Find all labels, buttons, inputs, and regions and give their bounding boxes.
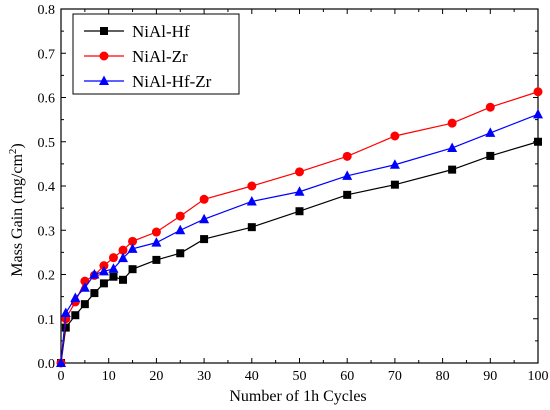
data-point-nial-hf-zr <box>108 263 119 273</box>
data-point-nial-zr <box>247 181 257 191</box>
x-tick-label: 80 <box>436 369 450 384</box>
data-point-nial-hf <box>61 323 70 332</box>
data-point-nial-zr <box>128 236 138 246</box>
data-point-nial-hf <box>343 190 352 199</box>
y-tick-label: 0.4 <box>38 180 56 195</box>
data-point-nial-hf <box>247 223 256 232</box>
data-point-nial-hf-zr <box>447 142 458 152</box>
data-point-nial-hf-zr <box>294 186 305 196</box>
data-point-nial-hf-zr <box>127 243 138 253</box>
y-tick-label: 0.1 <box>38 313 56 328</box>
legend-label: NiAl-Zr <box>132 47 188 66</box>
data-point-nial-zr <box>447 118 457 128</box>
data-point-nial-hf <box>295 207 304 216</box>
data-point-nial-hf-zr <box>89 269 100 279</box>
data-point-nial-hf-zr <box>98 265 109 276</box>
x-tick-label: 0 <box>58 369 65 384</box>
data-point-nial-hf-zr <box>175 224 186 235</box>
y-axis-label: Mass Gain (mg/cm2) <box>7 143 26 276</box>
x-tick-label: 90 <box>483 369 497 384</box>
data-point-nial-hf <box>90 289 99 298</box>
data-point-nial-hf-zr <box>79 282 90 292</box>
legend-item-nial-zr: NiAl-Zr <box>84 47 188 66</box>
data-point-nial-zr <box>485 102 495 112</box>
legend-item-nial-hf-zr: NiAl-Hf-Zr <box>84 72 212 91</box>
data-point-nial-zr <box>199 194 209 204</box>
data-point-nial-hf-zr <box>389 159 400 169</box>
x-tick-label: 10 <box>102 369 116 384</box>
data-point-nial-hf-zr <box>70 292 81 302</box>
data-point-nial-zr <box>533 87 543 97</box>
y-axis-label-sup: 2 <box>7 149 19 155</box>
legend-label: NiAl-Hf-Zr <box>132 72 212 91</box>
y-tick-label: 0.3 <box>38 224 56 239</box>
data-point-nial-hf-zr <box>151 237 162 247</box>
series-layer <box>56 87 543 368</box>
data-point-nial-hf <box>99 279 108 288</box>
series-line-nial-zr <box>60 91 539 364</box>
data-point-nial-hf <box>176 249 185 258</box>
x-tick-label: 70 <box>388 369 402 384</box>
data-point-nial-zr <box>151 227 161 237</box>
data-point-nial-hf <box>119 275 128 284</box>
x-tick-label: 60 <box>340 369 354 384</box>
data-point-nial-zr <box>118 245 128 255</box>
x-tick-label: 40 <box>245 369 259 384</box>
legend-marker <box>99 75 109 85</box>
data-point-nial-hf <box>390 180 399 189</box>
data-point-nial-zr <box>295 167 304 177</box>
data-point-nial-hf <box>80 300 89 309</box>
legend-marker <box>99 51 109 61</box>
y-tick-label: 0.2 <box>38 269 56 284</box>
data-point-nial-hf-zr <box>485 127 496 137</box>
data-point-nial-hf <box>128 265 137 274</box>
data-point-nial-hf <box>152 255 161 264</box>
y-axis-label-end: ) <box>9 143 26 148</box>
y-tick-label: 0.5 <box>38 136 56 151</box>
legend: NiAl-Hf NiAl-Zr NiAl-Hf-Zr <box>72 13 240 95</box>
data-point-nial-zr <box>342 151 352 161</box>
series-nial-hf-zr <box>56 108 543 367</box>
data-point-nial-hf <box>200 235 209 244</box>
legend-marker <box>100 27 108 35</box>
x-axis-label: Number of 1h Cycles <box>229 388 366 405</box>
data-point-nial-zr <box>390 131 400 141</box>
data-point-nial-hf-zr <box>118 252 129 263</box>
data-point-nial-hf <box>534 137 542 146</box>
data-point-nial-hf-zr <box>342 170 353 180</box>
data-point-nial-hf-zr <box>56 357 66 367</box>
x-tick-label: 100 <box>528 369 549 384</box>
data-point-nial-zr <box>175 211 185 221</box>
data-point-nial-hf <box>486 151 495 160</box>
y-tick-label: 0.0 <box>38 357 56 372</box>
data-point-nial-zr <box>99 261 109 271</box>
series-nial-zr <box>56 87 543 368</box>
y-tick-label: 0.7 <box>38 47 56 62</box>
data-point-nial-zr <box>80 276 90 286</box>
axes: 0 10 20 30 40 50 60 70 80 90 100 0.0 0.1 0.2 0.3 0.4 0.5… <box>38 3 549 384</box>
data-point-nial-hf <box>71 311 80 320</box>
series-nial-hf <box>57 137 542 367</box>
data-point-nial-zr <box>108 253 118 263</box>
y-axis-label-main: Mass Gain (mg/cm <box>9 154 26 277</box>
data-point-nial-hf-zr <box>60 307 71 317</box>
x-tick-label: 50 <box>293 369 307 384</box>
legend-item-nial-hf: NiAl-Hf <box>84 22 190 41</box>
data-point-nial-hf-zr <box>246 195 257 206</box>
x-tick-label: 20 <box>149 369 163 384</box>
data-point-nial-hf <box>109 272 118 281</box>
data-point-nial-hf-zr <box>533 108 543 119</box>
y-tick-label: 0.8 <box>38 3 56 18</box>
x-tick-label: 30 <box>197 369 211 384</box>
y-tick-label: 0.6 <box>38 92 56 107</box>
legend-label: NiAl-Hf <box>132 22 190 41</box>
data-point-nial-hf-zr <box>199 213 210 224</box>
data-point-nial-hf <box>448 165 457 174</box>
